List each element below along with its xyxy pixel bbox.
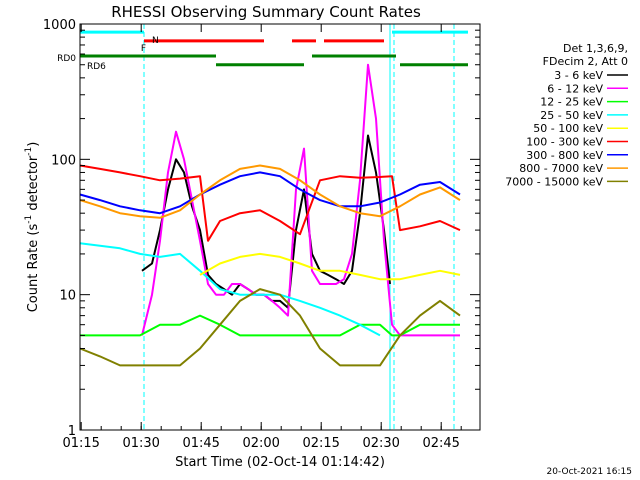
series-line-3 bbox=[80, 314, 460, 337]
y-tick-label-4: 1000 bbox=[43, 18, 76, 33]
legend-label-9: 7000 - 15000 keV bbox=[505, 175, 603, 188]
series-line-9 bbox=[79, 288, 461, 367]
x-tick-label-2: 01:30 bbox=[122, 436, 159, 451]
x-tick-label-6: 02:30 bbox=[362, 436, 399, 451]
state-bar-label-rd6: RD6 bbox=[87, 62, 106, 72]
series-line-2 bbox=[141, 63, 460, 337]
y-tick-label-1: 1 bbox=[68, 424, 76, 439]
x-tick-label-7: 02:45 bbox=[422, 436, 459, 451]
legend-label-8: 800 - 7000 keV bbox=[519, 162, 603, 175]
state-bar-label-rd0: RD0 bbox=[57, 54, 76, 64]
series-line-8 bbox=[79, 164, 461, 219]
footer-date: 20-Oct-2021 16:15 bbox=[547, 467, 632, 477]
series-line-7 bbox=[79, 171, 461, 215]
y-tick-label-3: 100 bbox=[51, 153, 76, 168]
x-axis-label: Start Time (02-Oct-14 01:14:42) bbox=[175, 455, 385, 470]
x-tick-label-5: 02:15 bbox=[302, 436, 339, 451]
plot-area bbox=[79, 24, 468, 430]
series-line-6 bbox=[79, 164, 461, 242]
y-axis-label: Count Rate (s-1 detector-1) bbox=[24, 142, 41, 313]
legend-header-line-2: FDecim 2, Att 0 bbox=[543, 55, 628, 68]
x-tick-label-1: 01:15 bbox=[62, 436, 99, 451]
chart-title: RHESSI Observing Summary Count Rates bbox=[111, 3, 421, 21]
series-line-1 bbox=[141, 134, 391, 309]
legend-label-5: 50 - 100 keV bbox=[533, 122, 603, 135]
state-bar-label-f: F bbox=[141, 44, 146, 54]
legend-label-3: 12 - 25 keV bbox=[540, 96, 603, 109]
state-bar-label-n: N bbox=[152, 36, 159, 46]
plot-frame bbox=[79, 23, 481, 431]
legend: Det 1,3,6,9, FDecim 2, Att 0 3 - 6 keV6 … bbox=[505, 42, 628, 188]
legend-label-4: 25 - 50 keV bbox=[540, 109, 603, 122]
legend-label-2: 6 - 12 keV bbox=[547, 82, 603, 95]
x-tick-label-4: 02:00 bbox=[242, 436, 279, 451]
series-line-5 bbox=[199, 252, 461, 281]
legend-label-7: 300 - 800 keV bbox=[526, 149, 603, 162]
legend-label-1: 3 - 6 keV bbox=[554, 69, 603, 82]
x-tick-label-3: 01:45 bbox=[182, 436, 219, 451]
y-tick-label-2: 10 bbox=[59, 289, 76, 304]
series-line-4 bbox=[79, 242, 381, 337]
legend-label-6: 100 - 300 keV bbox=[526, 136, 603, 149]
legend-header-line-1: Det 1,3,6,9, bbox=[563, 42, 628, 55]
